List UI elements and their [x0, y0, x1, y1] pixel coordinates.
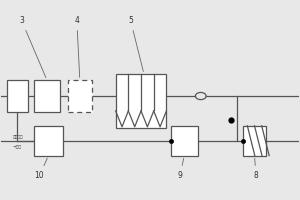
Text: 10: 10: [35, 158, 47, 180]
Bar: [116, 74, 166, 128]
Text: →二次: →二次: [13, 145, 22, 149]
Text: 5: 5: [128, 16, 143, 71]
Bar: [34, 126, 63, 156]
Text: 4: 4: [74, 16, 80, 77]
Bar: [171, 126, 198, 156]
Text: 3: 3: [19, 16, 46, 78]
Bar: [7, 80, 28, 112]
Bar: [34, 80, 60, 112]
Text: 8: 8: [254, 158, 258, 180]
Text: 脫硫廢水: 脫硫廢水: [13, 135, 23, 139]
Bar: [243, 126, 266, 156]
Bar: [68, 80, 92, 112]
Text: 9: 9: [177, 158, 184, 180]
